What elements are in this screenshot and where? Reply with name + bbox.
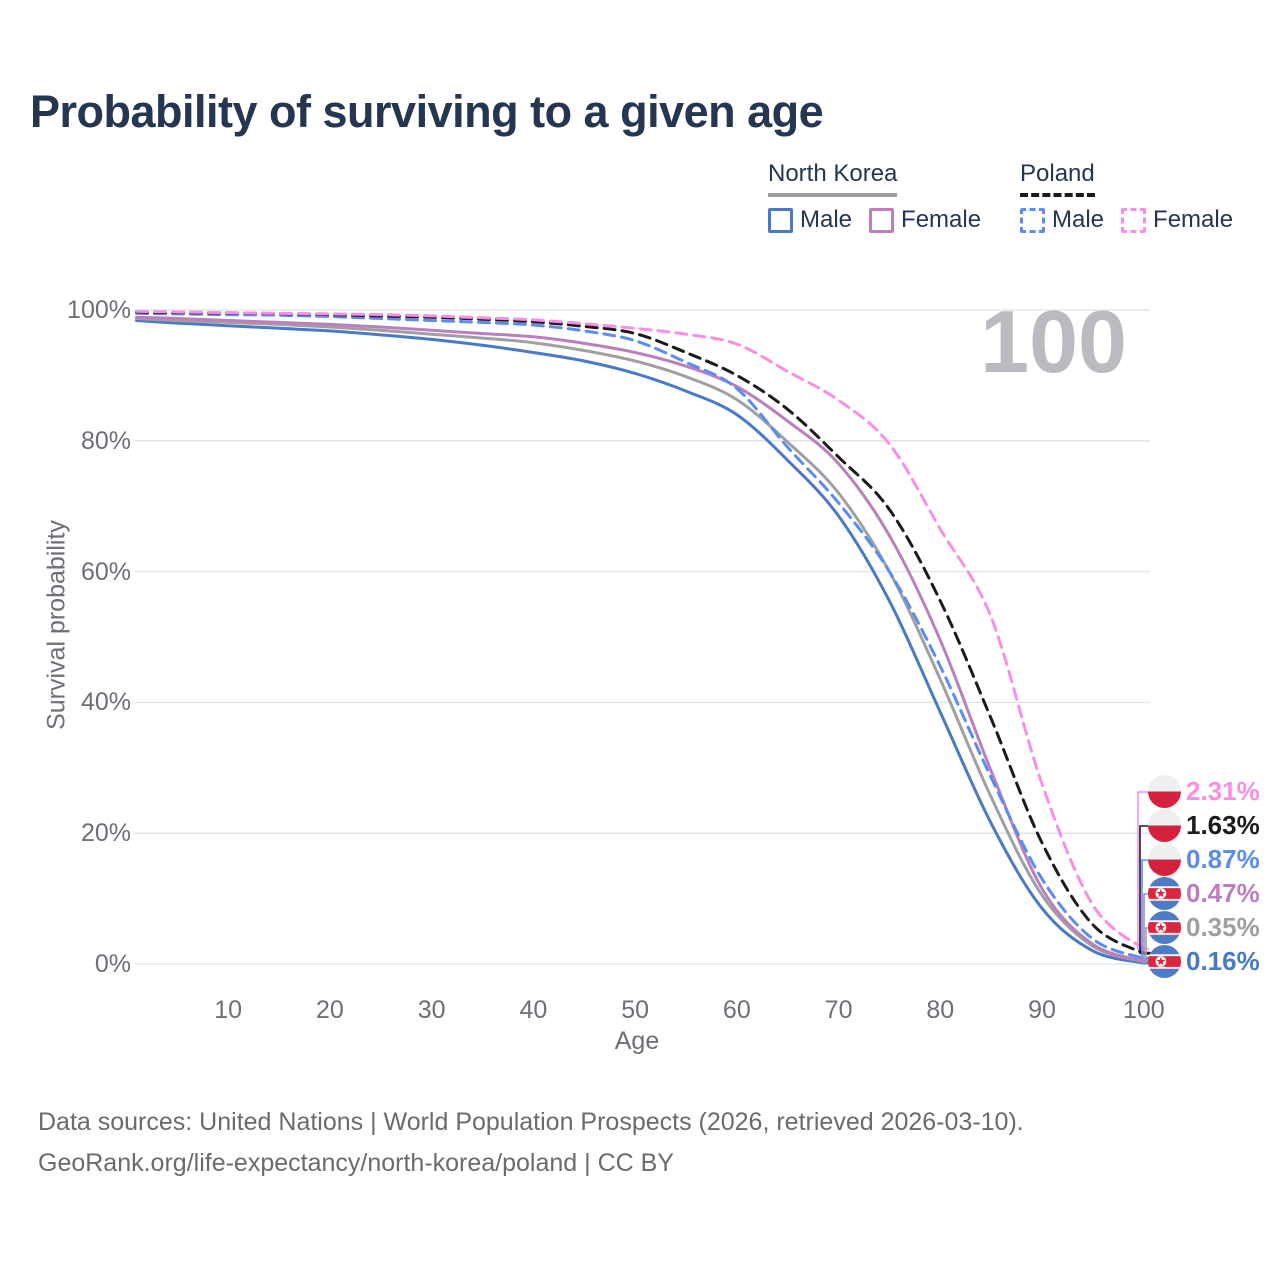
end-label-north-korea-all: 0.35% xyxy=(1148,911,1260,944)
leader-lines xyxy=(1137,791,1150,964)
series-line-poland-male[interactable] xyxy=(135,311,1151,960)
x-tick-label: 40 xyxy=(519,996,548,1024)
legend-swatch-icon xyxy=(768,207,793,233)
y-tick-label: 40% xyxy=(80,688,131,717)
end-label-value: 0.35% xyxy=(1186,912,1260,942)
series-line-north-korea-female[interactable] xyxy=(135,315,1151,963)
series-line-north-korea-male[interactable] xyxy=(135,319,1151,965)
north-korea-flag-icon xyxy=(1148,945,1181,978)
legend-item-label: Female xyxy=(901,206,982,233)
x-tick-label: 80 xyxy=(926,996,955,1024)
x-axis-title: Age xyxy=(614,1027,660,1055)
end-label-poland-male: 0.87% xyxy=(1148,843,1260,876)
y-tick-label: 20% xyxy=(80,819,131,848)
poland-flag-icon xyxy=(1148,809,1181,842)
legend-item-label: Male xyxy=(800,206,853,233)
y-tick-label: 80% xyxy=(80,426,131,455)
north-korea-flag-icon xyxy=(1148,911,1181,944)
x-tick-label: 30 xyxy=(417,996,446,1024)
y-tick-label: 0% xyxy=(94,950,131,978)
series-lines xyxy=(135,309,1151,965)
poland-flag-icon xyxy=(1148,843,1181,876)
end-label-value: 0.47% xyxy=(1186,878,1260,908)
y-tick-label: 100% xyxy=(67,296,131,324)
legend-swatch-icon xyxy=(1121,207,1147,233)
x-tick-label: 20 xyxy=(315,996,344,1024)
y-tick-label: 60% xyxy=(80,557,131,586)
end-label-north-korea-female: 0.47% xyxy=(1148,877,1260,910)
end-label-poland-all: 1.63% xyxy=(1148,809,1260,842)
legend-item-north-korea-female[interactable]: Female xyxy=(869,206,981,234)
x-tick-label: 60 xyxy=(722,996,751,1024)
page-title: Probability of surviving to a given age xyxy=(30,86,824,137)
legend-item-label: Male xyxy=(1052,206,1105,233)
legend-group-poland: Poland Male Female xyxy=(1020,160,1233,234)
legend-country-poland: Poland xyxy=(1020,160,1095,197)
end-label-value: 0.16% xyxy=(1186,946,1260,976)
x-tick-label: 50 xyxy=(621,996,649,1024)
legend-swatch-icon xyxy=(1020,207,1045,233)
gridlines xyxy=(135,309,1150,965)
legend-items-poland: Male Female xyxy=(1020,206,1233,234)
end-label-value: 0.87% xyxy=(1186,844,1260,874)
footer-attribution-link: GeoRank.org/life-expectancy/north-korea/… xyxy=(38,1149,674,1177)
x-tick-label: 70 xyxy=(824,996,853,1024)
end-label-value: 1.63% xyxy=(1186,810,1260,840)
legend-swatch-icon xyxy=(869,207,895,233)
age-counter-watermark: 100 xyxy=(980,292,1127,391)
end-label-value: 2.31% xyxy=(1186,776,1260,806)
footer: Data sources: United Nations | World Pop… xyxy=(38,1102,1024,1184)
end-label-north-korea-male: 0.16% xyxy=(1148,945,1260,978)
legend-item-label: Female xyxy=(1153,206,1234,233)
legend-group-north-korea: North Korea Male Female xyxy=(768,160,981,234)
legend-item-north-korea-male[interactable]: Male xyxy=(768,206,852,234)
legend-items-north-korea: Male Female xyxy=(768,206,981,234)
series-line-north-korea-all[interactable] xyxy=(135,317,1151,964)
end-label-poland-female: 2.31% xyxy=(1148,775,1260,808)
legend-item-poland-female[interactable]: Female xyxy=(1121,206,1233,234)
x-tick-label: 10 xyxy=(214,996,243,1024)
footer-data-sources: Data sources: United Nations | World Pop… xyxy=(38,1108,1024,1136)
north-korea-flag-icon xyxy=(1148,877,1181,910)
legend-item-poland-male[interactable]: Male xyxy=(1020,206,1104,234)
x-tick-label: 90 xyxy=(1028,996,1056,1024)
series-line-poland-female[interactable] xyxy=(135,309,1151,951)
series-line-poland-all[interactable] xyxy=(135,310,1151,955)
legend-country-north-korea: North Korea xyxy=(768,160,898,197)
poland-flag-icon xyxy=(1148,775,1181,808)
x-tick-label: 100 xyxy=(1122,996,1165,1024)
